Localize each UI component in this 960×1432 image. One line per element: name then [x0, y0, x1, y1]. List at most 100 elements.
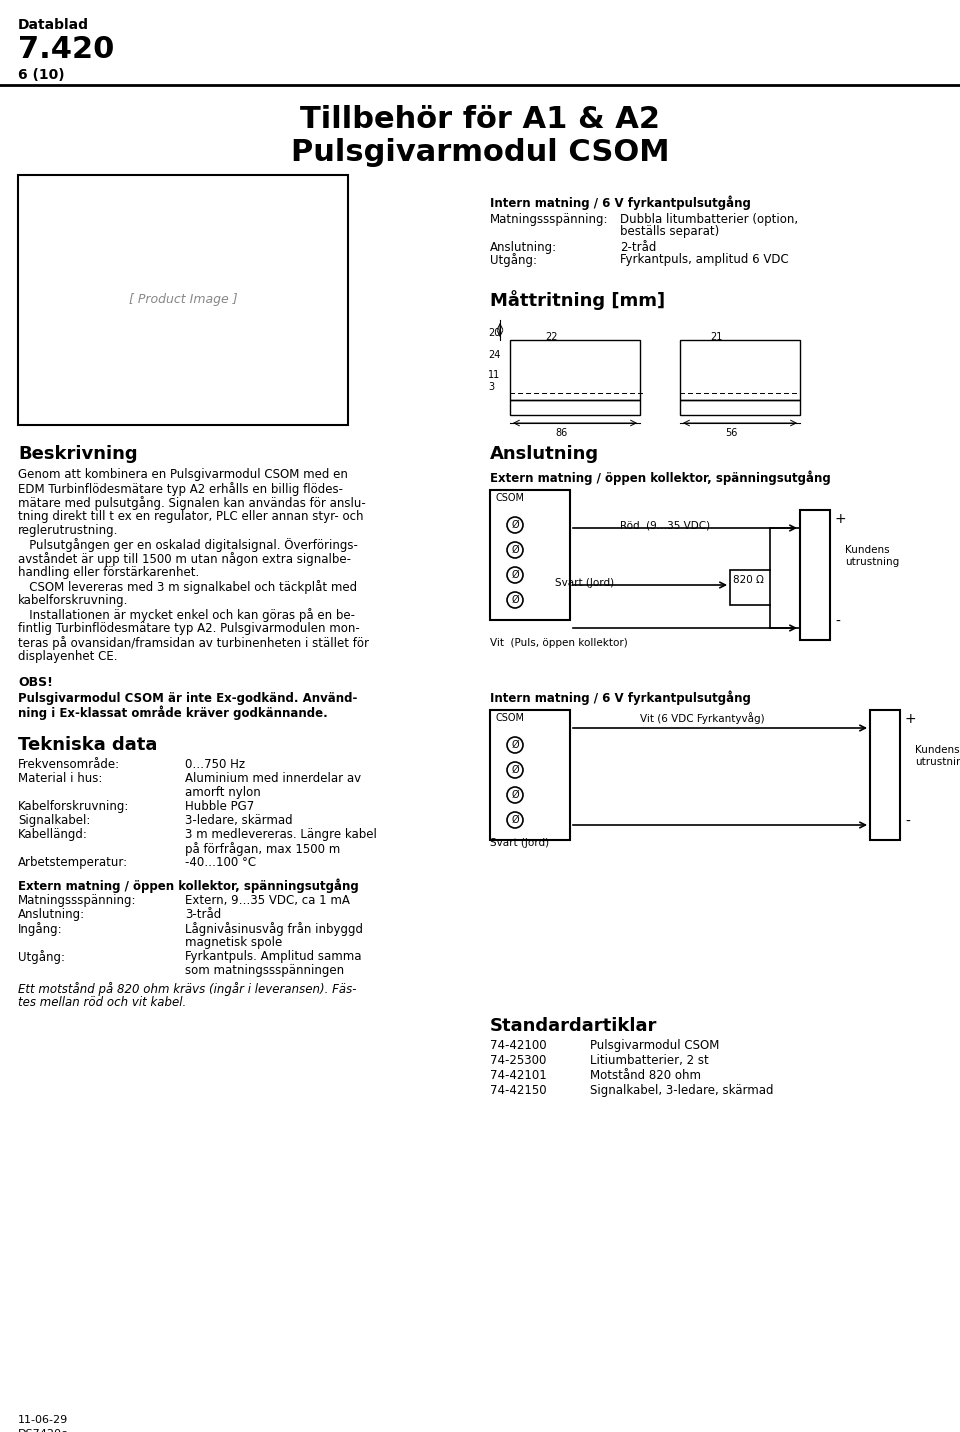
Text: 11: 11 [488, 369, 500, 379]
Text: som matningssspänningen: som matningssspänningen [185, 964, 344, 977]
Bar [680, 339, 800, 400]
Text: Vit  (Puls, öppen kollektor): Vit (Puls, öppen kollektor) [490, 639, 628, 649]
Bar [490, 710, 570, 841]
Text: Fyrkantpuls. Amplitud samma: Fyrkantpuls. Amplitud samma [185, 949, 362, 962]
Text: 11-06-29: 11-06-29 [18, 1415, 68, 1425]
Text: Kabellängd:: Kabellängd: [18, 828, 88, 841]
Text: Frekvensområde:: Frekvensområde: [18, 758, 120, 770]
Bar [730, 570, 770, 604]
Text: Standardartiklar: Standardartiklar [490, 1017, 658, 1035]
Text: Utgång:: Utgång: [18, 949, 65, 964]
Text: fintlig Turbinflödesmätare typ A2. Pulsgivarmodulen mon-: fintlig Turbinflödesmätare typ A2. Pulsg… [18, 621, 360, 634]
Text: Ett motstånd på 820 ohm krävs (ingår i leveransen). Fäs-: Ett motstånd på 820 ohm krävs (ingår i l… [18, 982, 356, 997]
Text: Hubble PG7: Hubble PG7 [185, 800, 254, 813]
Text: teras på ovansidan/framsidan av turbinenheten i stället för: teras på ovansidan/framsidan av turbinen… [18, 636, 369, 650]
Text: Anslutning:: Anslutning: [490, 241, 557, 253]
Text: Kundens: Kundens [845, 546, 890, 556]
Text: Ø: Ø [511, 765, 518, 775]
Text: Beskrivning: Beskrivning [18, 445, 137, 463]
Bar [490, 490, 570, 620]
Text: 74-25300: 74-25300 [490, 1054, 546, 1067]
Text: OBS!: OBS! [18, 676, 53, 689]
Text: Motstånd 820 ohm: Motstånd 820 ohm [590, 1070, 701, 1083]
Text: handling eller förstärkarenhet.: handling eller förstärkarenhet. [18, 566, 200, 579]
Text: Vit (6 VDC Fyrkantyvåg): Vit (6 VDC Fyrkantyvåg) [640, 712, 764, 725]
Text: Anslutning:: Anslutning: [18, 908, 85, 921]
Text: 20: 20 [488, 328, 500, 338]
Text: Intern matning / 6 V fyrkantpulsutgång: Intern matning / 6 V fyrkantpulsutgång [490, 690, 751, 705]
Text: på förfrågan, max 1500 m: på förfrågan, max 1500 m [185, 842, 340, 856]
Text: CSOM levereras med 3 m signalkabel och täckplåt med: CSOM levereras med 3 m signalkabel och t… [18, 580, 357, 594]
Text: mätare med pulsutgång. Signalen kan användas för anslu-: mätare med pulsutgång. Signalen kan anvä… [18, 495, 366, 510]
Text: displayenhet CE.: displayenhet CE. [18, 650, 117, 663]
Text: Extern matning / öppen kollektor, spänningsutgång: Extern matning / öppen kollektor, spänni… [490, 470, 830, 484]
Text: Ø: Ø [511, 740, 518, 750]
Text: Röd  (9…35 VDC): Röd (9…35 VDC) [620, 520, 710, 530]
Text: Ø: Ø [511, 546, 518, 556]
Text: 3-ledare, skärmad: 3-ledare, skärmad [185, 813, 293, 828]
Text: -: - [835, 614, 840, 629]
Text: Pulsgivarmodul CSOM: Pulsgivarmodul CSOM [291, 137, 669, 168]
Text: 6 (10): 6 (10) [18, 67, 64, 82]
Text: amorft nylon: amorft nylon [185, 786, 261, 799]
Text: 74-42150: 74-42150 [490, 1084, 546, 1097]
Text: reglerutrustning.: reglerutrustning. [18, 524, 118, 537]
Text: Ø: Ø [511, 790, 518, 800]
Text: 2-tråd: 2-tråd [620, 241, 657, 253]
Text: 22: 22 [545, 332, 558, 342]
Text: magnetisk spole: magnetisk spole [185, 937, 282, 949]
Bar [800, 510, 830, 640]
Text: 3-tråd: 3-tråd [185, 908, 221, 921]
Text: 0…750 Hz: 0…750 Hz [185, 758, 245, 770]
Text: EDM Turbinflödesmätare typ A2 erhålls en billig flödes-: EDM Turbinflödesmätare typ A2 erhålls en… [18, 483, 343, 495]
Text: beställs separat): beställs separat) [620, 225, 719, 238]
Text: 74-42100: 74-42100 [490, 1040, 546, 1053]
Text: Matningssspänning:: Matningssspänning: [18, 894, 136, 906]
Bar [680, 400, 800, 415]
Text: Pulsutgången ger en oskalad digitalsignal. Överförings-: Pulsutgången ger en oskalad digitalsigna… [18, 538, 358, 551]
Text: Kundens: Kundens [915, 745, 960, 755]
Text: Tekniska data: Tekniska data [18, 736, 157, 755]
Text: 7.420: 7.420 [18, 34, 114, 64]
Text: Ø: Ø [511, 815, 518, 825]
Text: tes mellan röd och vit kabel.: tes mellan röd och vit kabel. [18, 997, 186, 1010]
Text: Ø: Ø [511, 570, 518, 580]
Text: 3 m medlevereras. Längre kabel: 3 m medlevereras. Längre kabel [185, 828, 377, 841]
Text: Litiumbatterier, 2 st: Litiumbatterier, 2 st [590, 1054, 708, 1067]
Text: Signalkabel:: Signalkabel: [18, 813, 90, 828]
Text: Genom att kombinera en Pulsgivarmodul CSOM med en: Genom att kombinera en Pulsgivarmodul CS… [18, 468, 348, 481]
Text: -: - [905, 815, 910, 829]
Text: [ Product Image ]: [ Product Image ] [129, 294, 237, 306]
Bar [18, 175, 348, 425]
Text: avståndet är upp till 1500 m utan någon extra signalbe-: avståndet är upp till 1500 m utan någon … [18, 551, 351, 566]
Text: kabelforskruvning.: kabelforskruvning. [18, 594, 129, 607]
Text: DS7420e: DS7420e [18, 1429, 69, 1432]
Text: Anslutning: Anslutning [490, 445, 599, 463]
Text: Utgång:: Utgång: [490, 253, 537, 266]
Bar [870, 710, 900, 841]
Text: Ingång:: Ingång: [18, 922, 62, 937]
Text: Material i hus:: Material i hus: [18, 772, 103, 785]
Text: 74-42101: 74-42101 [490, 1070, 547, 1083]
Text: Tillbehör för A1 & A2: Tillbehör för A1 & A2 [300, 105, 660, 135]
Text: Installationen är mycket enkel och kan göras på en be-: Installationen är mycket enkel och kan g… [18, 609, 355, 621]
Text: Signalkabel, 3-ledare, skärmad: Signalkabel, 3-ledare, skärmad [590, 1084, 774, 1097]
Text: utrustning: utrustning [915, 758, 960, 768]
Text: Ø: Ø [511, 596, 518, 604]
Text: Fyrkantpuls, amplitud 6 VDC: Fyrkantpuls, amplitud 6 VDC [620, 253, 789, 266]
Text: 24: 24 [488, 349, 500, 359]
Text: 820 Ω: 820 Ω [733, 576, 764, 586]
Text: Pulsgivarmodul CSOM: Pulsgivarmodul CSOM [590, 1040, 719, 1053]
Text: +: + [905, 712, 917, 726]
Text: Kabelforskruvning:: Kabelforskruvning: [18, 800, 130, 813]
Text: CSOM: CSOM [495, 713, 524, 723]
Text: Måttritning [mm]: Måttritning [mm] [490, 291, 665, 309]
Text: +: + [835, 513, 847, 526]
Text: Dubbla litumbatterier (option,: Dubbla litumbatterier (option, [620, 213, 798, 226]
Text: Intern matning / 6 V fyrkantpulsutgång: Intern matning / 6 V fyrkantpulsutgång [490, 195, 751, 209]
Text: utrustning: utrustning [845, 557, 900, 567]
Text: ning i Ex-klassat område kräver godkännande.: ning i Ex-klassat område kräver godkänna… [18, 705, 327, 719]
Text: -40…100 °C: -40…100 °C [185, 856, 256, 869]
Text: Matningssspänning:: Matningssspänning: [490, 213, 609, 226]
Text: tning direkt till t ex en regulator, PLC eller annan styr- och: tning direkt till t ex en regulator, PLC… [18, 510, 364, 523]
